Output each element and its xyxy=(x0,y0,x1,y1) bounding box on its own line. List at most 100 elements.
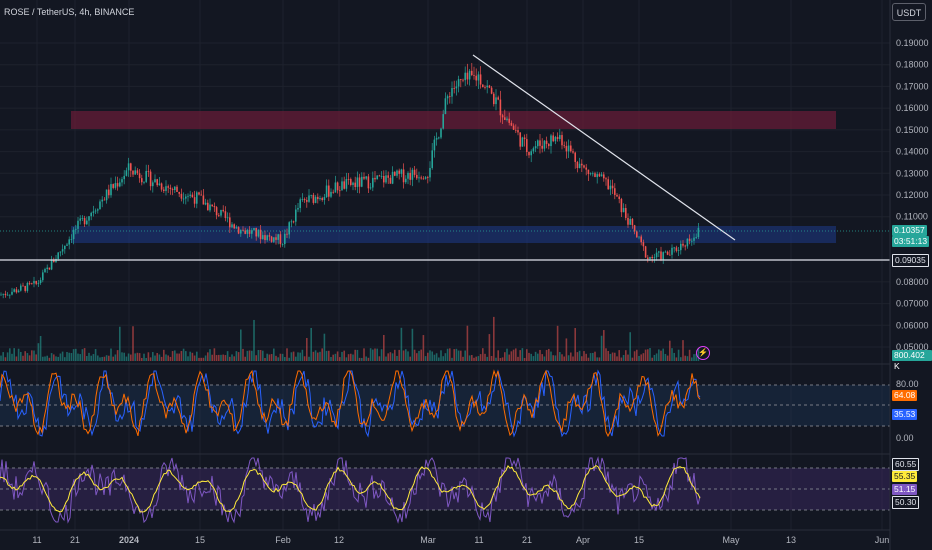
volume-bar xyxy=(130,354,132,361)
candle-body xyxy=(332,191,334,193)
candle-body xyxy=(477,74,480,81)
candle-body xyxy=(202,195,205,205)
candle-body xyxy=(548,143,550,147)
volume-bar xyxy=(361,357,363,361)
volume-bar xyxy=(141,357,143,361)
candle-body xyxy=(383,175,385,183)
candle-body xyxy=(292,221,295,223)
volume-bar xyxy=(352,354,354,361)
volume-bar xyxy=(6,352,9,361)
candle-body xyxy=(4,293,7,296)
volume-bar xyxy=(438,357,440,361)
volume-bar xyxy=(519,350,521,361)
support-zone xyxy=(71,226,836,243)
candle-body xyxy=(627,217,629,225)
volume-bar xyxy=(442,356,444,361)
candle-body xyxy=(583,165,585,168)
candle-body xyxy=(620,199,623,213)
candle-body xyxy=(266,235,268,241)
candle-body xyxy=(642,242,645,247)
volume-bar xyxy=(431,351,433,361)
volume-bar xyxy=(20,351,22,361)
lightning-icon[interactable]: ⚡ xyxy=(696,346,710,360)
candle-body xyxy=(556,136,559,140)
candle-body xyxy=(622,208,625,213)
volume-bar xyxy=(576,352,579,361)
volume-bar xyxy=(160,356,163,361)
volume-bar xyxy=(550,351,552,361)
stoch-d-tag: 35.53 xyxy=(892,409,918,420)
volume-bar xyxy=(189,351,191,361)
volume-bar xyxy=(330,356,332,361)
volume-bar xyxy=(270,354,273,361)
volume-bar xyxy=(185,351,187,361)
candle-body xyxy=(57,252,59,259)
candle-body xyxy=(684,245,686,247)
volume-bar xyxy=(682,340,684,361)
volume-bar xyxy=(209,349,211,361)
candle-body xyxy=(374,177,376,180)
candle-body xyxy=(288,222,290,235)
candle-body xyxy=(279,234,282,245)
candle-body xyxy=(455,86,458,89)
candle-body xyxy=(46,267,48,269)
volume-bar xyxy=(631,357,634,361)
candle-body xyxy=(83,218,86,225)
candle-body xyxy=(660,251,662,260)
volume-bar xyxy=(644,349,647,361)
volume-bar xyxy=(552,355,554,361)
candle-body xyxy=(70,239,73,240)
volume-bar xyxy=(55,356,57,361)
volume-bar xyxy=(61,351,64,361)
candle-body xyxy=(220,209,222,216)
candle-body xyxy=(207,202,209,211)
volume-bar xyxy=(321,348,323,361)
volume-bar xyxy=(598,357,601,361)
candle-body xyxy=(185,196,187,199)
time-axis[interactable]: 11 21 2024 15 Feb 12 Mar 11 21 Apr 15 May 13 Jun xyxy=(32,535,889,545)
volume-bar xyxy=(642,353,645,361)
candle-body xyxy=(244,230,246,234)
candle-body xyxy=(669,254,671,256)
candle-body xyxy=(510,122,513,126)
candle-body xyxy=(658,251,660,253)
candle-body xyxy=(233,224,235,229)
volume-bar xyxy=(79,354,81,361)
candle-body xyxy=(180,193,183,199)
volume-bar xyxy=(466,325,469,361)
price-axis[interactable]: 0.19000 0.18000 0.17000 0.16000 0.15000 0.140… xyxy=(896,38,929,443)
candle-body xyxy=(112,184,114,188)
candle-body xyxy=(108,189,110,196)
price-tick-label: 0.05000 xyxy=(896,342,929,352)
rsi-tag-4: 50.30 xyxy=(892,496,920,509)
volume-bar xyxy=(506,348,508,361)
volume-bar xyxy=(35,354,37,361)
trendline[interactable] xyxy=(472,54,736,241)
volume-bar xyxy=(308,356,310,361)
candle-body xyxy=(508,118,510,123)
volume-bar xyxy=(517,356,519,361)
candle-body xyxy=(268,235,271,237)
currency-button[interactable]: USDT xyxy=(892,3,926,21)
candle-body xyxy=(633,225,636,232)
candle-body xyxy=(506,118,508,120)
volume-bar xyxy=(46,355,48,361)
volume-bar xyxy=(462,356,464,361)
candle-body xyxy=(350,179,352,185)
volume-bar xyxy=(367,357,370,361)
volume-bar xyxy=(198,357,200,361)
candle-body xyxy=(532,148,535,152)
candle-body xyxy=(270,236,273,242)
stoch-d-line xyxy=(0,369,701,438)
volume-bar xyxy=(103,356,106,361)
candle-body xyxy=(215,207,218,216)
candle-body xyxy=(286,233,288,235)
volume-bar xyxy=(0,355,2,361)
volume-bar xyxy=(211,354,213,361)
candle-body xyxy=(99,201,101,210)
chart-title: ROSE / TetherUS, 4h, BINANCE xyxy=(4,7,135,17)
candle-body xyxy=(169,187,172,190)
candle-body xyxy=(563,145,565,147)
candle-body xyxy=(182,198,185,200)
